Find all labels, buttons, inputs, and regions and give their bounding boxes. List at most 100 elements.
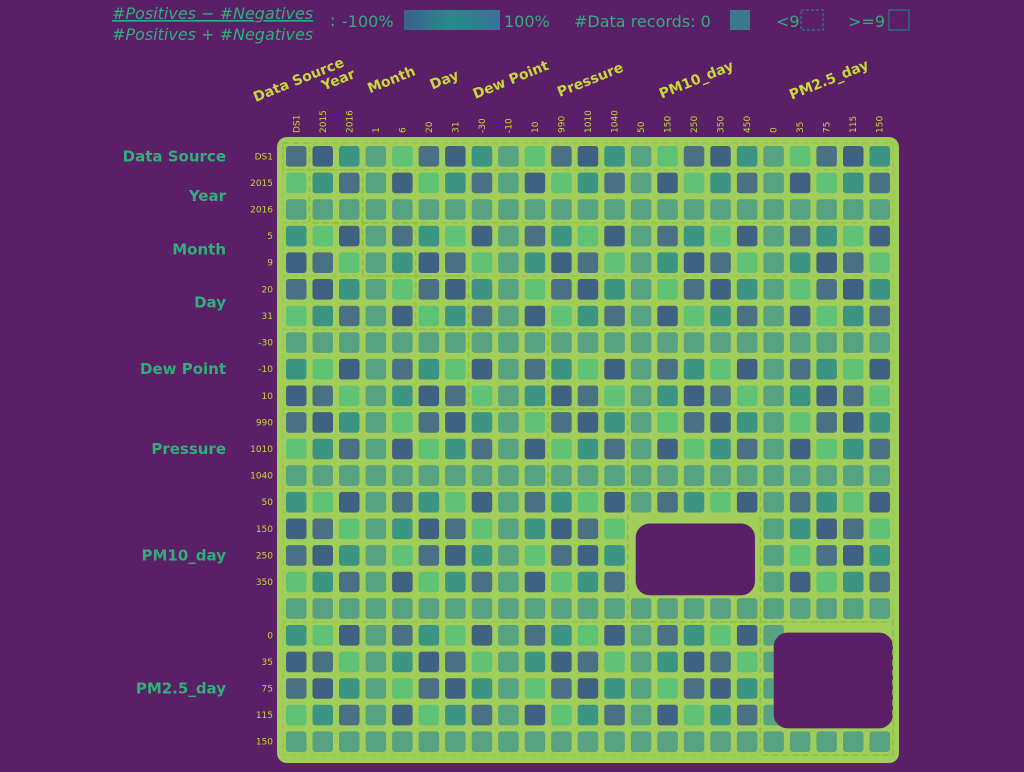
matrix-cell [418,279,440,300]
matrix-cell [657,146,678,167]
matrix-cell [763,252,784,273]
column-tick-label: -10 [504,118,514,133]
matrix-cell [604,412,625,433]
legend-lt9-swatch [800,9,824,31]
matrix-cell [789,225,811,247]
matrix-cell [471,678,493,699]
matrix-cell [312,704,333,726]
matrix-cell [736,385,758,407]
matrix-cell [392,571,413,593]
matrix-cell [604,305,625,327]
matrix-cell [577,651,599,673]
matrix-cell [816,225,837,247]
matrix-cell [392,146,413,167]
matrix-cell [789,358,811,380]
matrix-cell [471,438,493,460]
matrix-cell [418,571,440,593]
matrix-cell [445,491,466,513]
matrix-cell [286,385,307,407]
matrix-cell [657,172,678,194]
matrix-cell [843,465,864,486]
matrix-cell [339,731,360,752]
matrix-cell [339,651,360,673]
matrix-cell [816,731,837,752]
matrix-cell [683,704,705,726]
matrix-cell [498,252,519,273]
matrix-cell [445,731,466,752]
matrix-cell [630,332,652,353]
matrix-cell [286,731,307,752]
variable-row-band [282,275,894,330]
matrix-cell [339,678,360,699]
matrix-cell [630,438,652,460]
matrix-cell [339,518,360,540]
matrix-cell [471,518,493,540]
column-tick-label: 1040 [611,110,621,133]
matrix-cell [445,651,466,673]
matrix-cell [524,332,546,353]
matrix-cell [816,146,837,167]
matrix-cell [869,199,890,220]
matrix-cell [710,412,731,433]
matrix-cell [286,625,307,646]
matrix-cell [657,412,678,433]
matrix-cell [577,358,599,380]
matrix-cell [789,518,811,540]
matrix-cell [312,358,333,380]
matrix-cell [816,598,837,619]
matrix-cell [286,279,307,300]
matrix-cell [630,731,652,752]
legend-lt9-label: <9 [776,12,800,31]
column-tick-label: 990 [558,116,568,133]
matrix-cell [577,252,599,273]
matrix-cell [551,545,572,566]
matrix-cell [418,625,440,646]
matrix-cell [630,625,652,646]
matrix-cell [471,172,493,194]
matrix-cell [710,704,731,726]
matrix-cell [789,491,811,513]
matrix-cell [312,225,333,247]
legend-ge9-label: >=9 [848,12,885,31]
matrix-cell [524,678,546,699]
matrix-cell [445,332,466,353]
matrix-cell [763,518,784,540]
matrix-cell [365,625,387,646]
variable-block-outline [361,222,417,277]
matrix-cell [683,731,705,752]
matrix-cell [683,385,705,407]
matrix-cell [604,332,625,353]
matrix-cell [869,438,890,460]
matrix-cell [286,571,307,593]
matrix-cell [498,571,519,593]
matrix-cell [339,438,360,460]
matrix-cell [577,518,599,540]
matrix-cell [445,305,466,327]
matrix-cell [418,731,440,752]
matrix-cell [736,332,758,353]
matrix-cell [604,385,625,407]
matrix-cell [710,146,731,167]
matrix-cell [630,305,652,327]
matrix-cell [551,279,572,300]
matrix-cell [471,358,493,380]
column-variable-label: Month [365,63,418,97]
row-tick-label: 1010 [250,445,273,455]
matrix-cell [498,598,519,619]
legend-colon: : [330,11,335,30]
matrix-cell [736,651,758,673]
matrix-cell [312,305,333,327]
matrix-cell [710,172,731,194]
matrix-cell [365,172,387,194]
column-tick-label: 1010 [584,110,594,133]
matrix-cell [604,225,625,247]
matrix-cell [524,385,546,407]
matrix-cell [392,651,413,673]
matrix-cell [710,385,731,407]
row-tick-label: 35 [262,658,273,668]
matrix-cell [816,172,837,194]
matrix-cell [683,465,705,486]
matrix-cell [763,146,784,167]
matrix-cell [763,279,784,300]
matrix-cell [869,385,890,407]
